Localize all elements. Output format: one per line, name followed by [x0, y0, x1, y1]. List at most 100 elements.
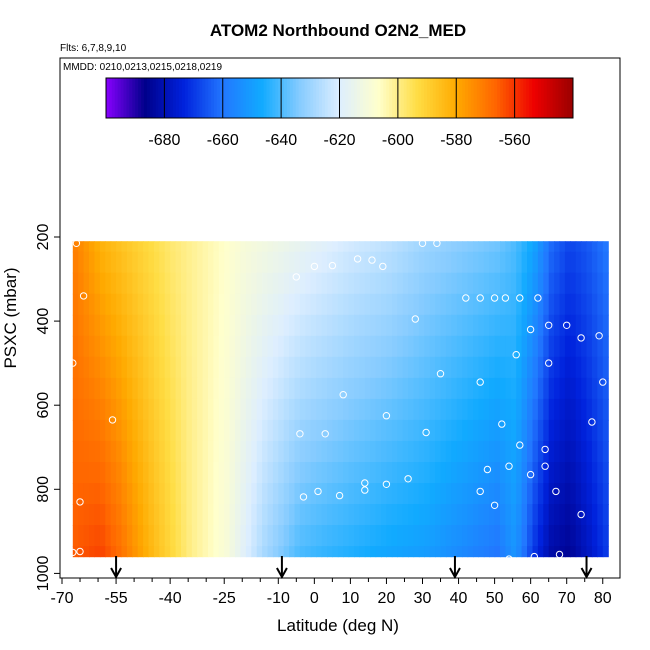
heat-cell: [251, 462, 258, 484]
heat-cell: [170, 398, 177, 421]
heat-cell: [451, 241, 458, 253]
heat-cell: [332, 335, 339, 358]
heat-cell: [343, 335, 350, 358]
heat-cell: [278, 251, 285, 274]
heat-cell: [402, 440, 409, 463]
heat-cell: [381, 335, 387, 358]
heat-cell: [83, 419, 90, 442]
heat-cell: [272, 398, 279, 421]
heat-cell: [240, 398, 247, 421]
heat-cell: [94, 251, 101, 274]
heat-cell: [462, 356, 469, 379]
heat-cell: [575, 377, 582, 400]
colorbar-segment: [441, 78, 445, 118]
colorbar-segment: [193, 78, 197, 118]
heat-cell: [440, 483, 447, 505]
heat-cell: [186, 440, 193, 463]
sample-point: [76, 498, 84, 506]
heat-cell: [294, 251, 301, 274]
colorbar-segment: [342, 78, 346, 118]
heat-cell: [510, 398, 517, 421]
colorbar-segment: [108, 78, 113, 118]
heat-cell: [159, 272, 166, 295]
heat-cell: [175, 546, 182, 558]
heat-cell: [354, 377, 360, 400]
heat-cell: [327, 377, 333, 400]
heat-cell: [305, 241, 312, 253]
heat-cell: [424, 525, 431, 547]
heat-cell: [153, 377, 160, 400]
heat-cell: [527, 251, 533, 274]
heat-cell: [521, 483, 528, 505]
heat-cell: [462, 546, 469, 558]
heat-cell: [126, 419, 133, 442]
colorbar-segment: [564, 78, 568, 118]
heat-cell: [445, 525, 452, 547]
sample-point: [310, 262, 319, 271]
heat-cell: [408, 440, 415, 463]
arrow-markers: [110, 556, 593, 580]
heat-cell: [597, 504, 604, 526]
heat-cell: [478, 440, 485, 463]
colorbar-segment: [514, 78, 518, 118]
heat-cell: [402, 293, 409, 316]
heat-cell: [500, 398, 506, 421]
heat-cell: [316, 335, 323, 358]
heat-cell: [413, 377, 420, 400]
heat-cell: [532, 335, 539, 358]
heat-cell: [148, 546, 155, 558]
heat-cell: [548, 440, 555, 463]
heat-cell: [181, 462, 187, 484]
heat-cell: [316, 241, 323, 253]
heat-cell: [564, 525, 571, 547]
heat-cell: [99, 525, 106, 547]
heat-cell: [213, 314, 220, 337]
sample-point: [307, 569, 315, 578]
heat-cell: [272, 251, 279, 274]
heat-cell: [408, 272, 415, 295]
heat-cell: [408, 356, 415, 379]
heat-cell: [83, 483, 90, 505]
heat-cell: [153, 440, 160, 463]
heat-cell: [537, 272, 544, 295]
heat-cell: [581, 419, 588, 442]
heat-cell: [602, 398, 609, 421]
heat-cell: [559, 335, 566, 358]
heat-cell: [559, 440, 566, 463]
heat-cell: [354, 272, 360, 295]
heat-cell: [283, 356, 290, 379]
colorbar-tick-label: -620: [323, 132, 355, 149]
heat-cell: [473, 272, 479, 295]
heat-cell: [440, 314, 447, 337]
heat-cell: [354, 241, 360, 253]
heat-cell: [170, 356, 177, 379]
heat-cell: [262, 335, 269, 358]
sample-point: [541, 462, 549, 470]
colorbar-segment: [357, 78, 361, 118]
heat-cell: [397, 377, 404, 400]
heat-cell: [245, 398, 252, 421]
heat-cell: [305, 377, 312, 400]
heat-cell: [429, 525, 436, 547]
heat-cell: [137, 293, 144, 316]
heat-cell: [175, 241, 182, 253]
heat-cell: [348, 377, 355, 400]
heat-cell: [251, 525, 258, 547]
heat-cell: [451, 440, 458, 463]
colorbar-segment: [526, 78, 530, 118]
heat-cell: [262, 356, 269, 379]
heat-cell: [332, 293, 339, 316]
heat-cell: [143, 419, 150, 442]
heat-cell: [153, 241, 160, 253]
heat-cell: [126, 377, 133, 400]
heat-cell: [105, 314, 112, 337]
colorbar-segment: [158, 78, 162, 118]
heat-cell: [256, 251, 263, 274]
heat-cell: [381, 504, 387, 526]
heat-cell: [473, 462, 479, 484]
heat-cell: [245, 504, 252, 526]
heat-cell: [321, 546, 328, 558]
heat-cell: [278, 440, 285, 463]
heat-cell: [299, 314, 306, 337]
heat-cell: [170, 525, 177, 547]
